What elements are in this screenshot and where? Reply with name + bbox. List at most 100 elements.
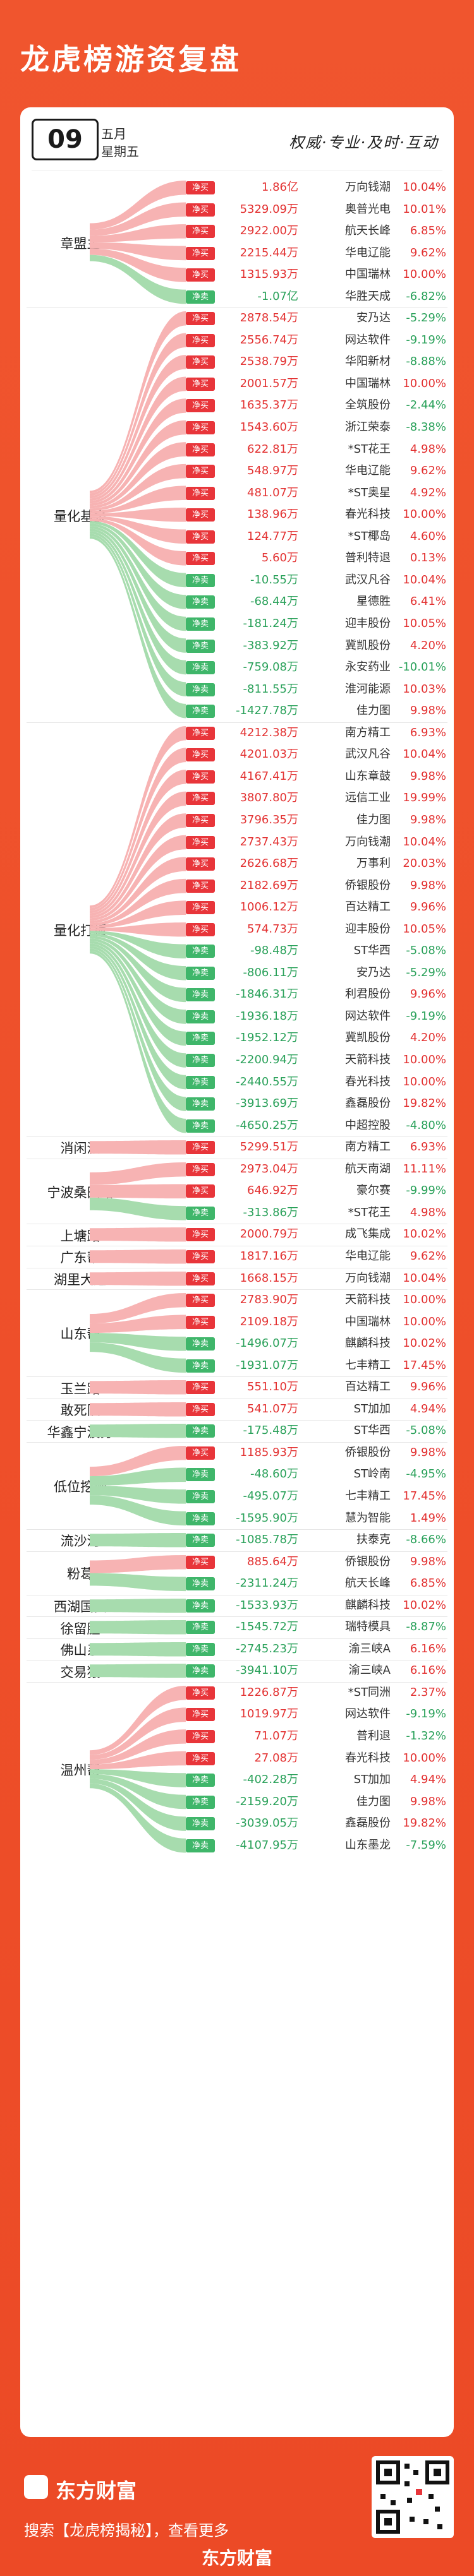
table-row[interactable]: 净买 2109.18万 中国瑞林 10.00% [20,1311,454,1333]
stock-name[interactable]: 浙江荣泰 [345,420,391,434]
stock-name[interactable]: *ST花王 [348,1205,391,1219]
stock-name[interactable]: *ST椰岛 [348,529,391,543]
table-row[interactable]: 净买 5299.51万 南方精工 6.93% [20,1136,454,1158]
table-row[interactable]: 净买 2737.43万 万向钱潮 10.04% [20,832,454,853]
table-row[interactable]: 净卖 -383.92万 冀凯股份 4.20% [20,635,454,657]
stock-name[interactable]: 山东墨龙 [345,1838,391,1852]
table-row[interactable]: 净卖 -2200.94万 天箭科技 10.00% [20,1049,454,1071]
stock-name[interactable]: 中国瑞林 [345,1315,391,1328]
stock-name[interactable]: 佳力图 [356,1794,391,1808]
table-row[interactable]: 净卖 -1496.07万 麒麟科技 10.02% [20,1333,454,1354]
table-row[interactable]: 净买 4212.38万 南方精工 6.93% [20,722,454,744]
table-row[interactable]: 净卖 -2440.55万 春光科技 10.00% [20,1071,454,1093]
table-row[interactable]: 净卖 -1545.72万 瑞特模具 -8.87% [20,1616,454,1638]
stock-name[interactable]: 万向钱潮 [345,181,391,194]
stock-name[interactable]: 天箭科技 [345,1053,391,1066]
stock-name[interactable]: 星德胜 [356,595,391,609]
stock-name[interactable]: 安乃达 [356,965,391,979]
table-row[interactable]: 净买 548.97万 华电辽能 9.62% [20,460,454,482]
table-row[interactable]: 净买 2001.57万 中国瑞林 10.00% [20,373,454,395]
stock-name[interactable]: 迎丰股份 [345,922,391,936]
table-row[interactable]: 净买 1668.15万 万向钱潮 10.04% [20,1268,454,1289]
table-row[interactable]: 净卖 -759.08万 永安药业 -10.01% [20,657,454,678]
stock-name[interactable]: 航天长峰 [345,224,391,238]
table-row[interactable]: 净买 1635.37万 全筑股份 -2.44% [20,395,454,416]
table-row[interactable]: 净买 1006.12万 百达精工 9.96% [20,897,454,918]
table-row[interactable]: 净买 1817.16万 华电辽能 9.62% [20,1246,454,1267]
stock-name[interactable]: 天箭科技 [345,1293,391,1307]
table-row[interactable]: 净买 551.10万 百达精工 9.96% [20,1376,454,1398]
stock-name[interactable]: 武汉凡谷 [345,573,391,587]
stock-name[interactable]: ST加加 [353,1402,391,1416]
table-row[interactable]: 净卖 -402.28万 ST加加 4.94% [20,1769,454,1791]
table-row[interactable]: 净卖 -811.55万 淮河能源 10.03% [20,679,454,700]
table-row[interactable]: 净买 2922.00万 航天长峰 6.85% [20,220,454,242]
stock-name[interactable]: 华电辽能 [345,246,391,259]
table-row[interactable]: 净买 3807.80万 远信工业 19.99% [20,787,454,809]
stock-name[interactable]: 春光科技 [345,1075,391,1088]
stock-name[interactable]: 冀凯股份 [345,638,391,652]
stock-name[interactable]: 麒麟科技 [345,1598,391,1612]
table-row[interactable]: 净买 2878.54万 安乃达 -5.29% [20,307,454,329]
stock-name[interactable]: 中国瑞林 [345,268,391,282]
table-row[interactable]: 净买 622.81万 *ST花王 4.98% [20,439,454,460]
table-row[interactable]: 净卖 -175.48万 ST华西 -5.08% [20,1420,454,1441]
table-row[interactable]: 净买 2783.90万 天箭科技 10.00% [20,1289,454,1311]
table-row[interactable]: 净卖 -1846.31万 利君股份 9.96% [20,984,454,1005]
table-row[interactable]: 净买 574.73万 迎丰股份 10.05% [20,919,454,940]
stock-name[interactable]: 华电辽能 [345,464,391,478]
table-row[interactable]: 净买 1.86亿 万向钱潮 10.04% [20,177,454,198]
stock-name[interactable]: 华阳新材 [345,355,391,369]
table-row[interactable]: 净买 3796.35万 佳力图 9.98% [20,809,454,831]
stock-name[interactable]: 淮河能源 [345,682,391,696]
stock-name[interactable]: 安乃达 [356,311,391,325]
stock-name[interactable]: 豪尔赛 [356,1184,391,1198]
table-row[interactable]: 净买 71.07万 普利退 -1.32% [20,1726,454,1747]
stock-name[interactable]: 永安药业 [345,660,391,674]
stock-name[interactable]: 万向钱潮 [345,1271,391,1285]
stock-name[interactable]: 南方精工 [345,725,391,739]
table-row[interactable]: 净卖 -1533.93万 麒麟科技 10.02% [20,1595,454,1616]
table-row[interactable]: 净卖 -98.48万 ST华西 -5.08% [20,940,454,962]
qr-code-icon[interactable] [372,2456,454,2538]
table-row[interactable]: 净卖 -10.55万 武汉凡谷 10.04% [20,569,454,591]
table-row[interactable]: 净卖 -1595.90万 慧为智能 1.49% [20,1508,454,1529]
stock-name[interactable]: 瑞特模具 [345,1620,391,1634]
table-row[interactable]: 净卖 -1952.12万 冀凯股份 4.20% [20,1027,454,1049]
table-row[interactable]: 净买 4167.41万 山东章鼓 9.98% [20,766,454,787]
table-row[interactable]: 净买 885.64万 侨银股份 9.98% [20,1551,454,1573]
stock-name[interactable]: 网达软件 [345,1707,391,1721]
stock-name[interactable]: *ST奥星 [348,486,391,499]
table-row[interactable]: 净卖 -1.07亿 华胜天成 -6.82% [20,286,454,307]
stock-name[interactable]: 侨银股份 [345,1554,391,1568]
stock-name[interactable]: 扶泰克 [356,1533,391,1547]
table-row[interactable]: 净买 2000.79万 成飞集成 10.02% [20,1224,454,1245]
table-row[interactable]: 净买 5329.09万 奥普光电 10.01% [20,199,454,220]
table-row[interactable]: 净买 1019.97万 网达软件 -9.19% [20,1703,454,1725]
stock-name[interactable]: 百达精工 [345,900,391,914]
stock-name[interactable]: 航天长峰 [345,1577,391,1590]
table-row[interactable]: 净买 646.92万 豪尔赛 -9.99% [20,1180,454,1202]
table-row[interactable]: 净卖 -3941.10万 渝三峡A 6.16% [20,1660,454,1681]
stock-name[interactable]: 中国瑞林 [345,376,391,390]
stock-name[interactable]: 七丰精工 [345,1489,391,1503]
stock-name[interactable]: 春光科技 [345,508,391,522]
stock-name[interactable]: 网达软件 [345,333,391,347]
table-row[interactable]: 净买 1543.60万 浙江荣泰 -8.38% [20,417,454,438]
table-row[interactable]: 净卖 -1936.18万 网达软件 -9.19% [20,1006,454,1027]
stock-name[interactable]: ST岭南 [353,1467,391,1481]
table-row[interactable]: 净卖 -1931.07万 七丰精工 17.45% [20,1355,454,1376]
table-row[interactable]: 净买 1315.93万 中国瑞林 10.00% [20,264,454,285]
stock-name[interactable]: 侨银股份 [345,1445,391,1459]
stock-name[interactable]: 佳力图 [356,813,391,826]
table-row[interactable]: 净买 2215.44万 华电辽能 9.62% [20,242,454,264]
stock-name[interactable]: 万向钱潮 [345,835,391,849]
table-row[interactable]: 净买 541.07万 ST加加 4.94% [20,1398,454,1420]
stock-name[interactable]: 慧为智能 [345,1511,391,1525]
stock-name[interactable]: 网达软件 [345,1009,391,1023]
table-row[interactable]: 净卖 -181.24万 迎丰股份 10.05% [20,613,454,635]
stock-name[interactable]: 鑫磊股份 [345,1816,391,1830]
table-row[interactable]: 净买 27.08万 春光科技 10.00% [20,1748,454,1769]
table-row[interactable]: 净买 2973.04万 航天南湖 11.11% [20,1159,454,1180]
stock-name[interactable]: 奥普光电 [345,202,391,216]
